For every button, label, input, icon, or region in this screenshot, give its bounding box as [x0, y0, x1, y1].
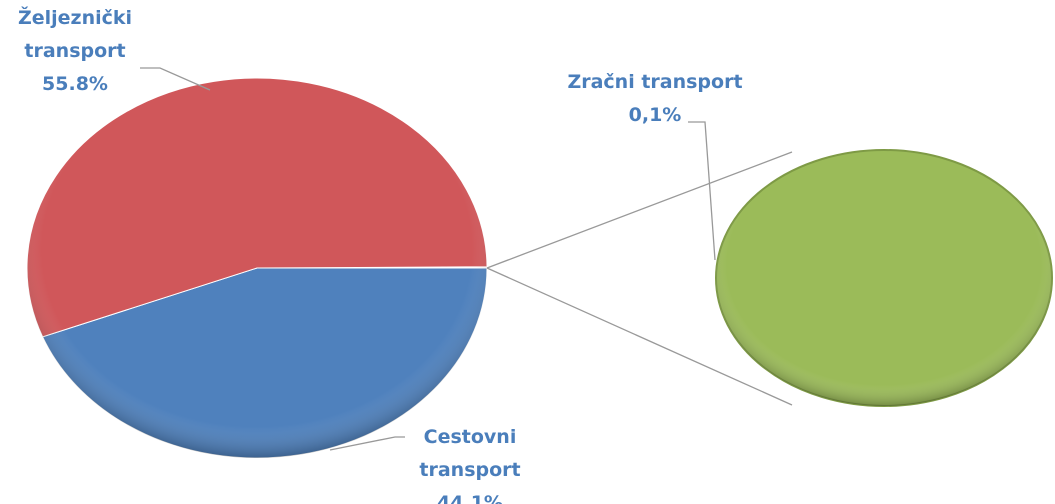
- value-label: 55.8%: [42, 73, 108, 95]
- leader-line: [140, 67, 211, 91]
- value-label: 44,1%: [437, 492, 503, 504]
- category-label: Zračni transport: [567, 71, 743, 93]
- category-label: Cestovni transport: [419, 426, 521, 481]
- data-label: Željeznički transport 55.8%: [0, 2, 165, 101]
- shade: [716, 150, 1052, 406]
- connector-line: [486, 267, 793, 406]
- data-label: Zračni transport 0,1%: [520, 66, 790, 132]
- shade: [27, 78, 487, 458]
- connector-line: [486, 151, 793, 269]
- slices: [26, 77, 1053, 459]
- leader-line: [688, 121, 716, 261]
- leader-line: [329, 436, 405, 451]
- data-label: Cestovni transport 44,1%: [380, 421, 560, 504]
- value-label: 0,1%: [628, 104, 682, 126]
- category-label: Željeznički transport: [17, 7, 133, 62]
